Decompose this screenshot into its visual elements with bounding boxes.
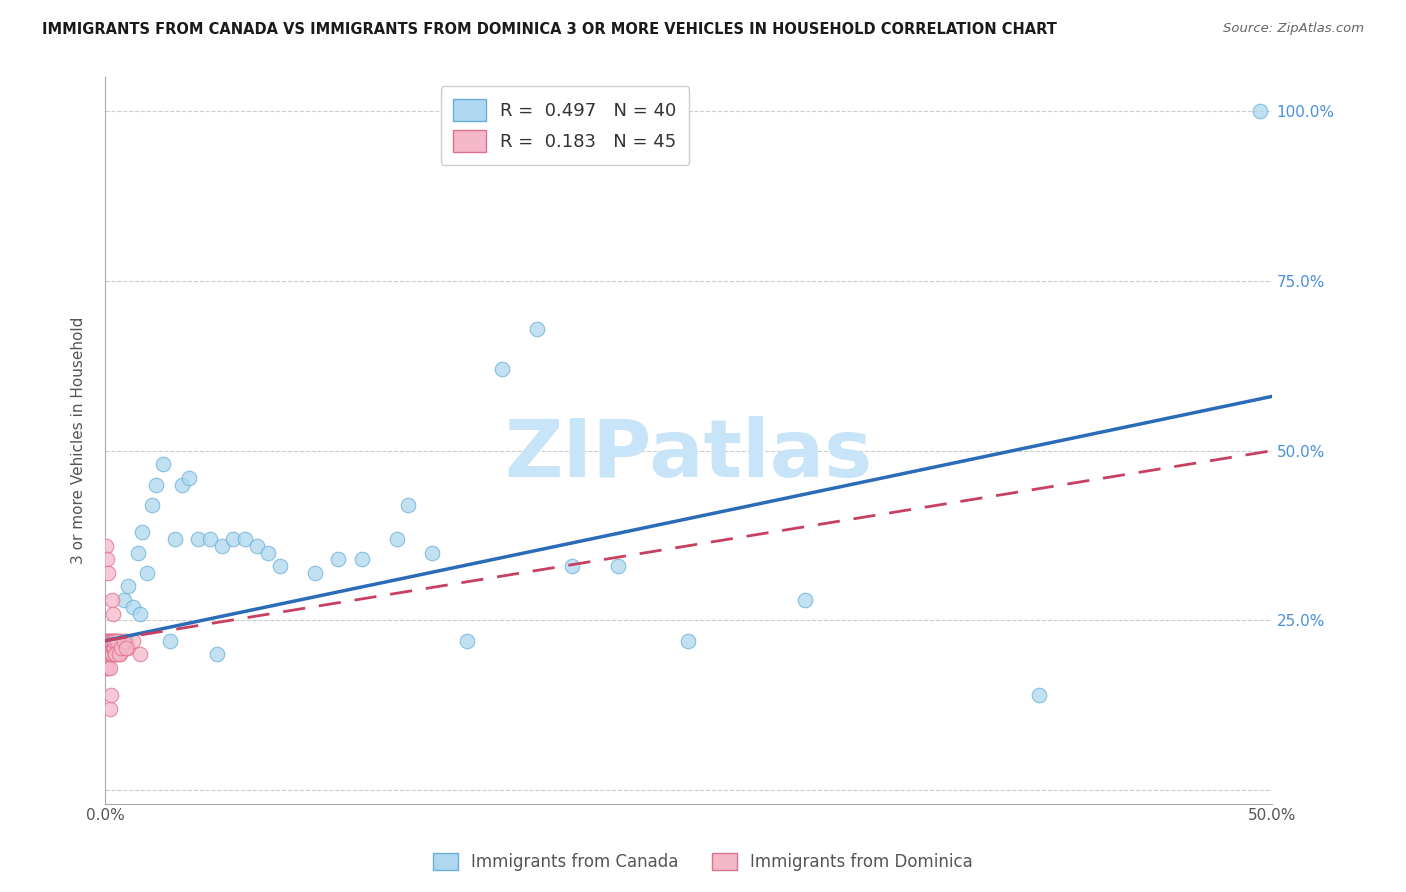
- Point: [94, 633, 117, 648]
- Point: [101, 593, 124, 607]
- Point: [396, 498, 419, 512]
- Point: [97, 633, 120, 648]
- Point: [100, 633, 122, 648]
- Point: [100, 688, 122, 702]
- Point: [96, 633, 118, 648]
- Point: [420, 545, 443, 559]
- Point: [233, 532, 256, 546]
- Point: [257, 545, 280, 559]
- Point: [97, 633, 120, 648]
- Point: [115, 633, 138, 648]
- Legend: Immigrants from Canada, Immigrants from Dominica: Immigrants from Canada, Immigrants from …: [425, 845, 981, 880]
- Point: [350, 552, 373, 566]
- Point: [96, 552, 118, 566]
- Point: [129, 648, 152, 662]
- Point: [96, 648, 118, 662]
- Point: [104, 633, 127, 648]
- Point: [108, 648, 131, 662]
- Point: [98, 648, 121, 662]
- Point: [122, 633, 145, 648]
- Point: [129, 607, 152, 621]
- Point: [136, 566, 159, 580]
- Point: [108, 648, 131, 662]
- Point: [101, 648, 124, 662]
- Point: [96, 661, 118, 675]
- Point: [98, 633, 121, 648]
- Point: [304, 566, 326, 580]
- Point: [117, 640, 139, 655]
- Point: [456, 633, 478, 648]
- Point: [104, 648, 127, 662]
- Point: [328, 552, 350, 566]
- Point: [97, 566, 120, 580]
- Point: [1249, 104, 1271, 119]
- Point: [127, 545, 149, 559]
- Text: IMMIGRANTS FROM CANADA VS IMMIGRANTS FROM DOMINICA 3 OR MORE VEHICLES IN HOUSEHO: IMMIGRANTS FROM CANADA VS IMMIGRANTS FRO…: [42, 22, 1057, 37]
- Point: [94, 648, 117, 662]
- Point: [97, 661, 120, 675]
- Point: [159, 633, 181, 648]
- Point: [108, 633, 131, 648]
- Legend: R =  0.497   N = 40, R =  0.183   N = 45: R = 0.497 N = 40, R = 0.183 N = 45: [440, 87, 689, 165]
- Text: Source: ZipAtlas.com: Source: ZipAtlas.com: [1223, 22, 1364, 36]
- Point: [103, 640, 125, 655]
- Point: [198, 532, 221, 546]
- Text: ZIPatlas: ZIPatlas: [505, 416, 873, 494]
- Point: [187, 532, 209, 546]
- Point: [269, 559, 291, 574]
- Point: [131, 525, 153, 540]
- Point: [104, 648, 127, 662]
- Point: [211, 539, 233, 553]
- Point: [101, 607, 124, 621]
- Y-axis label: 3 or more Vehicles in Household: 3 or more Vehicles in Household: [72, 317, 86, 565]
- Point: [170, 477, 193, 491]
- Point: [115, 640, 138, 655]
- Point: [163, 532, 186, 546]
- Point: [110, 633, 132, 648]
- Point: [678, 633, 700, 648]
- Point: [222, 532, 245, 546]
- Point: [794, 593, 817, 607]
- Point: [105, 633, 128, 648]
- Point: [110, 640, 132, 655]
- Point: [246, 539, 269, 553]
- Point: [152, 457, 174, 471]
- Point: [112, 640, 135, 655]
- Point: [526, 321, 548, 335]
- Point: [96, 539, 118, 553]
- Point: [145, 477, 167, 491]
- Point: [177, 471, 200, 485]
- Point: [101, 640, 124, 655]
- Point: [105, 633, 128, 648]
- Point: [385, 532, 408, 546]
- Point: [561, 559, 583, 574]
- Point: [100, 648, 122, 662]
- Point: [98, 701, 121, 715]
- Point: [105, 648, 128, 662]
- Point: [98, 661, 121, 675]
- Point: [122, 599, 145, 614]
- Point: [101, 633, 124, 648]
- Point: [141, 498, 163, 512]
- Point: [103, 633, 125, 648]
- Point: [112, 633, 135, 648]
- Point: [101, 633, 124, 648]
- Point: [491, 362, 513, 376]
- Point: [205, 648, 228, 662]
- Point: [107, 640, 129, 655]
- Point: [103, 633, 125, 648]
- Point: [1028, 688, 1050, 702]
- Point: [117, 579, 139, 593]
- Point: [100, 648, 122, 662]
- Point: [112, 593, 135, 607]
- Point: [607, 559, 630, 574]
